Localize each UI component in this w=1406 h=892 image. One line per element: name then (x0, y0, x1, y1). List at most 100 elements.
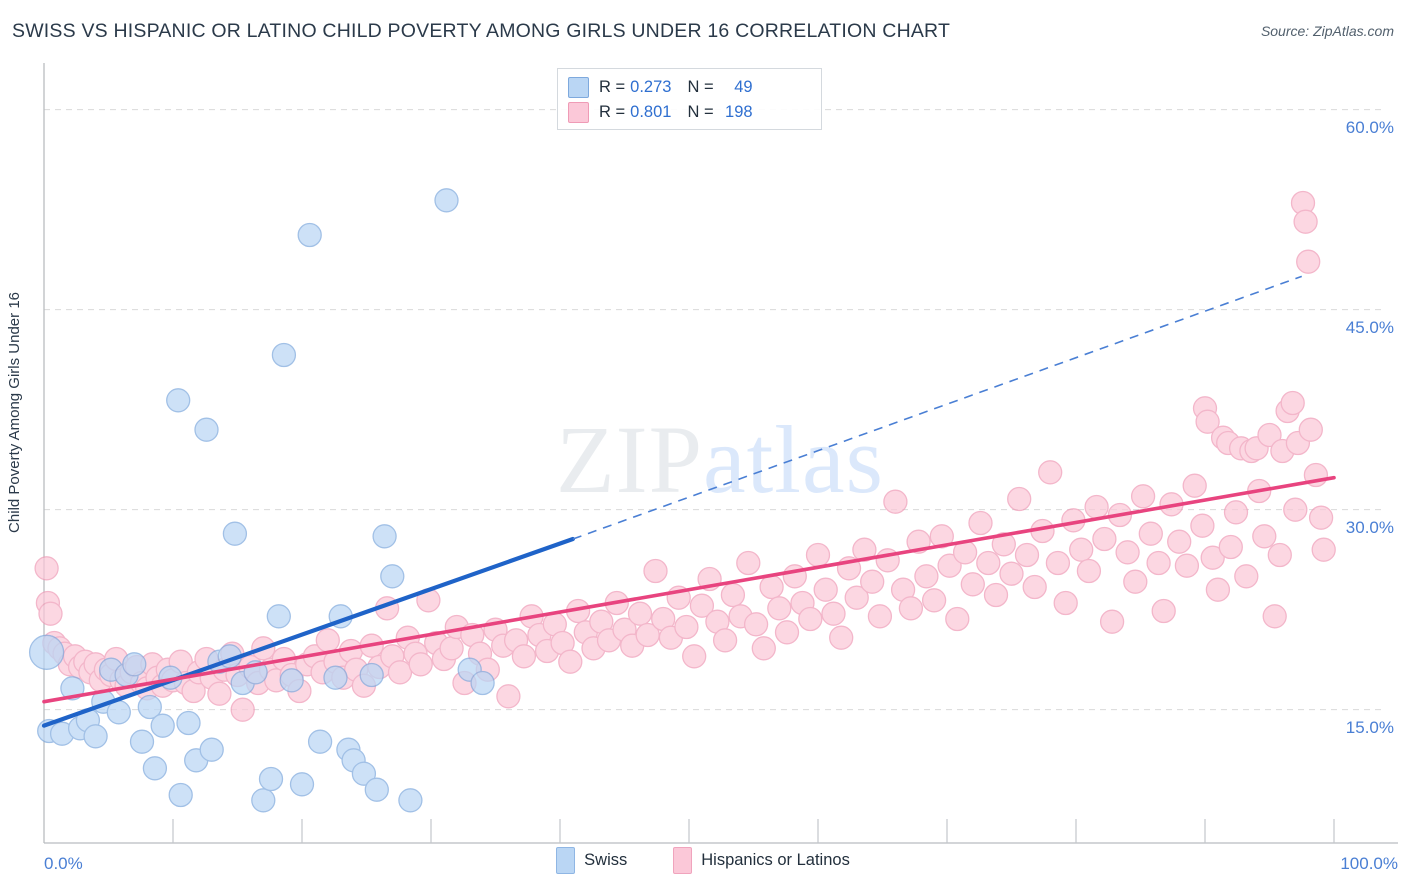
swiss-trendline (41, 536, 576, 728)
data-point (1298, 417, 1323, 442)
data-point (736, 550, 761, 576)
data-point (860, 569, 885, 594)
data-point (38, 601, 63, 626)
swiss-n-value: 49 (734, 78, 753, 96)
data-point (983, 582, 1009, 608)
data-point (83, 724, 108, 749)
data-point (1311, 537, 1336, 562)
data-point (380, 564, 405, 589)
source-attribution: Source: ZipAtlas.com (1260, 23, 1394, 39)
data-point (929, 524, 954, 549)
page-title: SWISS VS HISPANIC OR LATINO CHILD POVERT… (12, 20, 951, 42)
data-point (496, 684, 521, 709)
data-point (1223, 500, 1249, 525)
data-point (1069, 537, 1094, 562)
data-point (199, 737, 224, 762)
swiss-r-value: 0.273 (630, 78, 672, 96)
data-point (999, 561, 1024, 586)
data-point (323, 665, 348, 690)
data-point (852, 537, 877, 562)
data-point (743, 612, 769, 637)
x-tick-label-max: 100.0% (1340, 854, 1398, 873)
data-point (34, 556, 59, 581)
data-point (1038, 460, 1063, 485)
data-point (1130, 484, 1156, 509)
data-point (829, 625, 854, 650)
data-point (844, 585, 869, 610)
data-point (289, 772, 315, 797)
data-point (720, 582, 746, 608)
hispanic-color-swatch (568, 102, 589, 123)
legend-item-swiss[interactable]: Swiss (556, 847, 627, 874)
data-point (166, 388, 191, 413)
data-point (1190, 513, 1215, 538)
legend-row-swiss: R = 0.273 N = 49 (568, 75, 811, 100)
data-point (1092, 526, 1117, 552)
data-point (914, 564, 939, 589)
data-point (150, 713, 175, 738)
data-point (1296, 249, 1321, 274)
hispanic-points-group (34, 190, 1336, 722)
data-point (1167, 529, 1192, 554)
data-point (1293, 209, 1318, 234)
data-point (712, 628, 738, 653)
data-point (1138, 521, 1163, 546)
data-point (1014, 542, 1040, 568)
data-point (682, 644, 707, 669)
data-point (798, 606, 823, 632)
data-point (271, 342, 297, 368)
data-point (28, 634, 65, 670)
correlation-stats-legend: R = 0.273 N = 49 R = 0.801 N = 198 (557, 68, 822, 130)
data-point (1200, 545, 1225, 570)
x-tick-label-min: 0.0% (44, 854, 83, 873)
data-point (122, 652, 147, 677)
data-point (1022, 574, 1047, 600)
data-point (1205, 577, 1231, 602)
data-point (1115, 540, 1140, 565)
data-point (1234, 564, 1259, 589)
data-point (991, 532, 1016, 557)
data-point (805, 542, 831, 568)
data-point (937, 553, 962, 578)
y-tick-label-30: 30.0% (1345, 517, 1394, 537)
data-point (1007, 486, 1032, 512)
y-tick-label-60: 60.0% (1345, 117, 1394, 137)
data-point (251, 788, 276, 813)
swiss-points-group (28, 188, 495, 813)
data-point (1151, 598, 1176, 624)
data-point (1252, 524, 1277, 549)
data-point (266, 604, 291, 629)
hispanic-trendline (42, 475, 1336, 704)
data-point (627, 601, 653, 626)
data-point (1084, 494, 1109, 520)
legend-row-hispanic: R = 0.801 N = 198 (568, 100, 811, 125)
data-point (1283, 497, 1308, 522)
data-point (364, 777, 389, 802)
data-point (960, 572, 985, 597)
data-point (643, 558, 668, 584)
legend-item-hispanic[interactable]: Hispanics or Latinos (673, 847, 850, 874)
data-point (1099, 609, 1125, 634)
data-point (129, 729, 155, 754)
data-point (1267, 542, 1292, 568)
data-point (1123, 569, 1148, 594)
data-point (945, 606, 970, 632)
data-point (1280, 390, 1305, 416)
data-point (387, 660, 413, 685)
data-point (372, 524, 397, 549)
data-point (751, 636, 776, 661)
data-point (976, 550, 1001, 576)
data-point (1262, 604, 1287, 629)
data-point (767, 596, 792, 621)
data-point (1218, 534, 1243, 560)
data-point (439, 636, 464, 661)
data-point (558, 649, 583, 674)
data-point (297, 222, 322, 248)
swiss-legend-swatch (556, 847, 576, 874)
data-point (207, 681, 232, 706)
data-point (1053, 590, 1078, 616)
hispanic-r-label: R = (599, 103, 626, 121)
data-point (176, 710, 201, 736)
data-point (258, 766, 284, 792)
